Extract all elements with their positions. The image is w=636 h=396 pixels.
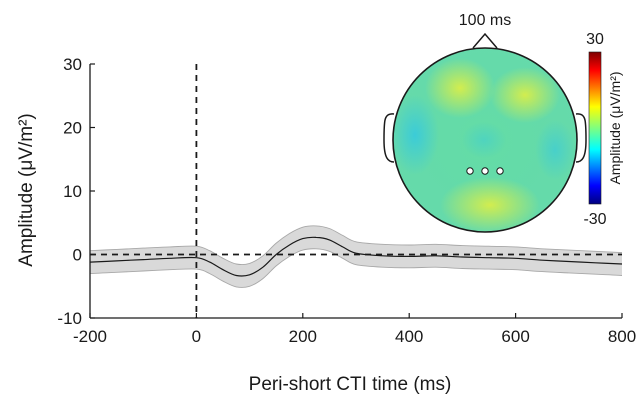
series-line — [89, 236, 623, 277]
electrode-marker — [481, 167, 489, 175]
x-tick-label: 200 — [289, 327, 317, 346]
y-tick-label: 10 — [63, 182, 82, 201]
electrode-marker — [466, 167, 474, 175]
x-axis-title: Peri-short CTI time (ms) — [249, 374, 452, 395]
colorbar-title: Amplitude (μV/m²) — [607, 71, 623, 184]
x-tick-label: 600 — [501, 327, 529, 346]
x-tick-label: -200 — [73, 327, 107, 346]
y-axis-title: Amplitude (μV/m²) — [16, 113, 37, 266]
confidence-band-layer — [89, 225, 623, 288]
plot-area: -200 0 200 400 600 800 -10 0 10 20 30 — [57, 55, 636, 346]
y-tick-label: 20 — [63, 119, 82, 138]
x-tick-label: 0 — [192, 327, 201, 346]
confidence-band-lower-edge — [89, 248, 623, 288]
colorbar-gradient — [588, 51, 602, 205]
head-left-ear — [383, 113, 395, 163]
confidence-band-upper-edge — [89, 225, 623, 266]
head-outline — [392, 47, 578, 233]
electrode-marker — [496, 167, 504, 175]
colorbar-max-label: 30 — [586, 31, 604, 48]
colorbar: 30 -30 Amplitude (μV/m²) — [583, 31, 623, 228]
topography-title: 100 ms — [459, 12, 511, 29]
series-layer — [89, 236, 623, 277]
reference-lines — [90, 64, 622, 318]
y-tick-label: 30 — [63, 55, 82, 74]
topography-map — [393, 48, 577, 232]
colorbar-min-label: -30 — [583, 211, 606, 228]
y-tick-label: 0 — [73, 246, 82, 265]
inset-topography: 100 ms — [383, 12, 587, 233]
x-tick-label: 800 — [608, 327, 636, 346]
confidence-band — [90, 225, 622, 288]
x-tick-label: 400 — [395, 327, 423, 346]
head-right-ear — [575, 113, 587, 163]
x-ticks: -200 0 200 400 600 800 — [73, 313, 636, 346]
y-ticks: -10 0 10 20 30 — [57, 55, 95, 328]
head-nose — [472, 32, 498, 49]
y-tick-label: -10 — [57, 309, 82, 328]
